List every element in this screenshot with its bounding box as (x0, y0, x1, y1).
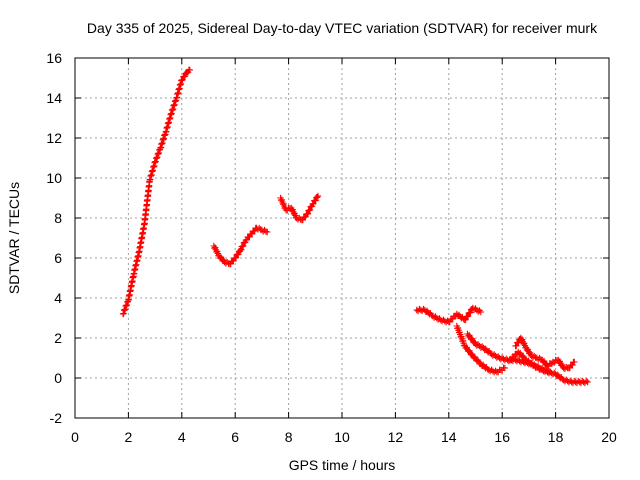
x-tick-label: 16 (494, 429, 510, 445)
series-segment-8 (507, 348, 554, 376)
data-point (583, 377, 590, 385)
data-point (310, 200, 317, 207)
x-tick-label: 4 (178, 429, 186, 445)
data-point (232, 254, 240, 261)
data-point (240, 242, 247, 250)
y-tick-label: 6 (54, 250, 62, 266)
data-point (186, 66, 194, 74)
data-point (513, 342, 520, 349)
x-tick-label: 10 (334, 429, 350, 445)
data-point (545, 367, 553, 374)
x-tick-label: 0 (71, 429, 79, 445)
data-point (555, 358, 563, 366)
x-axis-label: GPS time / hours (289, 457, 396, 473)
data-point (547, 368, 554, 376)
data-point (181, 73, 189, 80)
y-tick-label: 14 (46, 90, 62, 106)
y-tick-label: 16 (46, 50, 62, 66)
y-tick-label: 12 (46, 130, 62, 146)
data-point (306, 206, 314, 214)
series-segment-3 (277, 192, 322, 224)
series-segment-7 (512, 334, 578, 373)
y-tick-label: 8 (54, 210, 62, 226)
data-point (179, 76, 186, 83)
data-point (571, 358, 578, 366)
data-point (312, 197, 319, 204)
y-axis-label: SDTVAR / TECUs (6, 182, 22, 294)
axis-ticks (74, 57, 610, 419)
y-tick-label: 0 (54, 370, 62, 386)
series-segment-2 (210, 224, 271, 268)
data-point (584, 378, 591, 386)
data-point (314, 193, 321, 201)
data-point (523, 346, 531, 354)
x-tick-label: 20 (601, 429, 617, 445)
data-point (464, 312, 472, 320)
data-point (478, 343, 486, 350)
x-tick-label: 6 (231, 429, 239, 445)
x-tick-label: 18 (548, 429, 564, 445)
data-points (119, 66, 591, 387)
series-segment-5 (453, 322, 509, 376)
y-tick-label: 2 (54, 330, 62, 346)
x-tick-label: 2 (125, 429, 133, 445)
x-tick-label: 14 (441, 429, 457, 445)
data-point (236, 247, 243, 255)
data-point (476, 307, 483, 314)
data-point (467, 309, 474, 316)
axis-tick-labels: 0 2 4 6 8 10 12 14 16 18 20 -2 0 2 4 6 8 10 12 14 16 (46, 50, 617, 445)
series-segment-1 (119, 66, 194, 318)
chart-title: Day 335 of 2025, Sidereal Day-to-day VTE… (87, 20, 598, 36)
data-point (238, 246, 245, 253)
x-tick-label: 8 (285, 429, 293, 445)
data-point (235, 251, 242, 258)
x-tick-label: 12 (388, 429, 404, 445)
data-point (314, 192, 322, 200)
data-point (304, 210, 312, 217)
y-tick-label: 4 (54, 290, 62, 306)
y-tick-label: 10 (46, 170, 62, 186)
series-segment-4 (413, 304, 485, 326)
data-point (477, 308, 485, 316)
data-point (264, 228, 271, 236)
data-point (462, 316, 469, 323)
data-point (501, 364, 509, 372)
y-tick-label: -2 (50, 410, 63, 426)
